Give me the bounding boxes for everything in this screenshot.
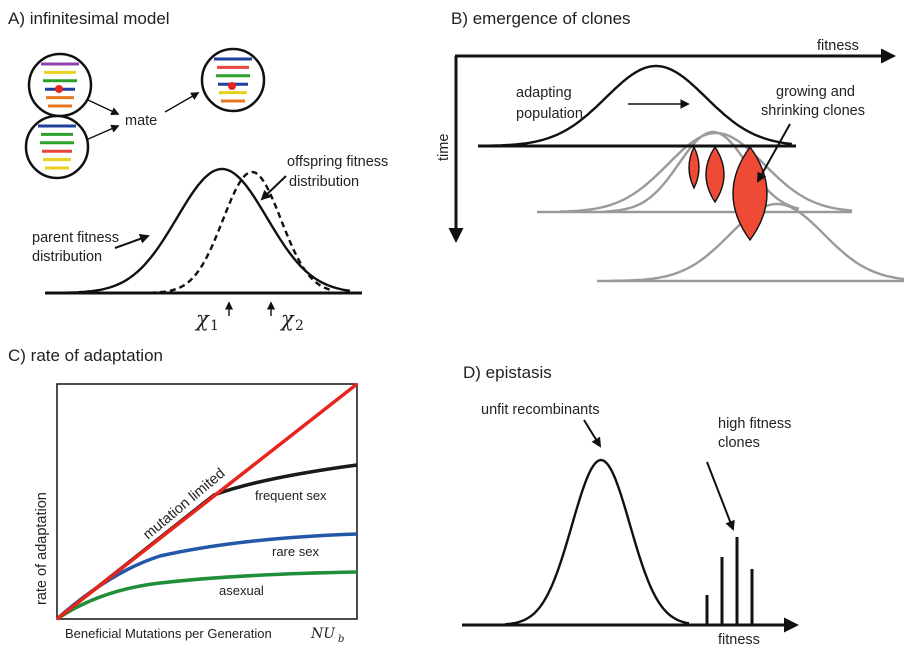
parent-1-marker xyxy=(55,85,63,93)
unfit-pointer-arrow xyxy=(583,419,602,448)
panel-d-title: D) epistasis xyxy=(463,363,552,382)
parent-pointer-arrow xyxy=(114,234,150,249)
mate-to-offspring-arrow xyxy=(164,92,200,113)
parent-2-cell xyxy=(24,114,90,180)
high-fitness-label-line1: high fitness xyxy=(718,416,791,432)
clones-label-line2: shrinking clones xyxy=(761,103,865,119)
panel-c-xlabel-math: NU xyxy=(310,626,336,642)
parent-label-line2: distribution xyxy=(32,249,102,265)
high-fitness-label-line2: clones xyxy=(718,435,760,451)
parent-2-chromosomes xyxy=(38,124,76,170)
clones-pointer-arrow xyxy=(757,123,791,183)
fitness-axis-label: fitness xyxy=(817,38,859,54)
label-asexual: asexual xyxy=(219,583,264,598)
population-label-line2: population xyxy=(516,106,583,122)
panel-d-axis-label: fitness xyxy=(718,632,760,648)
chi2-symbol: χ xyxy=(279,307,295,331)
offspring-marker xyxy=(228,82,236,90)
unfit-label: unfit recombinants xyxy=(481,402,599,418)
mate-arrow-2 xyxy=(85,124,120,141)
clone-1 xyxy=(688,145,700,190)
panel-d: D) epistasis fitness unfit recombinants … xyxy=(462,363,799,648)
panel-a: A) infinitesimal model mate offspring fi… xyxy=(8,9,388,334)
offspring-label-line2: distribution xyxy=(289,174,359,190)
chi1-subscript: 1 xyxy=(210,318,219,334)
panel-c-xlabel-math-sub: b xyxy=(338,634,344,645)
mate-label: mate xyxy=(125,113,157,129)
time-axis-label: time xyxy=(436,134,452,161)
clone-2 xyxy=(705,145,725,204)
parent-fitness-curve xyxy=(60,167,351,294)
high-fitness-pointer-arrow xyxy=(706,461,735,531)
chi2-subscript: 2 xyxy=(295,318,304,334)
label-mutation-limited: mutation limited xyxy=(140,466,228,544)
parent-2-circle xyxy=(24,114,90,180)
population-label-line1: adapting xyxy=(516,85,572,101)
chi1-symbol: χ xyxy=(194,307,210,331)
panel-c-frame xyxy=(56,383,358,620)
unfit-recombinants-curve xyxy=(504,458,690,626)
curve-asexual xyxy=(56,570,358,621)
panel-b-title: B) emergence of clones xyxy=(451,9,631,28)
wave-1-lower-curve xyxy=(604,130,800,213)
clones-label-line1: growing and xyxy=(776,84,855,100)
panel-c-title: C) rate of adaptation xyxy=(8,346,163,365)
panel-a-title: A) infinitesimal model xyxy=(8,9,170,28)
offspring-fitness-curve xyxy=(149,170,331,294)
adapting-population-curve xyxy=(480,64,793,147)
panel-c-ylabel: rate of adaptation xyxy=(34,492,50,605)
parent-1-cell xyxy=(27,52,93,118)
parent-label-line1: parent fitness xyxy=(32,230,119,246)
offspring-cell xyxy=(200,47,266,113)
clones-group xyxy=(688,145,768,242)
panel-b: B) emergence of clones fitness time adap… xyxy=(436,9,904,283)
offspring-pointer-arrow xyxy=(260,175,287,201)
curve-mutation-limited xyxy=(55,382,359,621)
label-frequent-sex: frequent sex xyxy=(255,488,327,503)
offspring-label-line1: offspring fitness xyxy=(287,154,388,170)
label-rare-sex: rare sex xyxy=(272,544,319,559)
panel-c-xlabel-text: Beneficial Mutations per Generation xyxy=(65,626,272,641)
panel-c: C) rate of adaptation rate of adaptation… xyxy=(8,346,359,645)
offspring-circle xyxy=(200,47,266,113)
mate-arrow-1 xyxy=(87,99,120,115)
